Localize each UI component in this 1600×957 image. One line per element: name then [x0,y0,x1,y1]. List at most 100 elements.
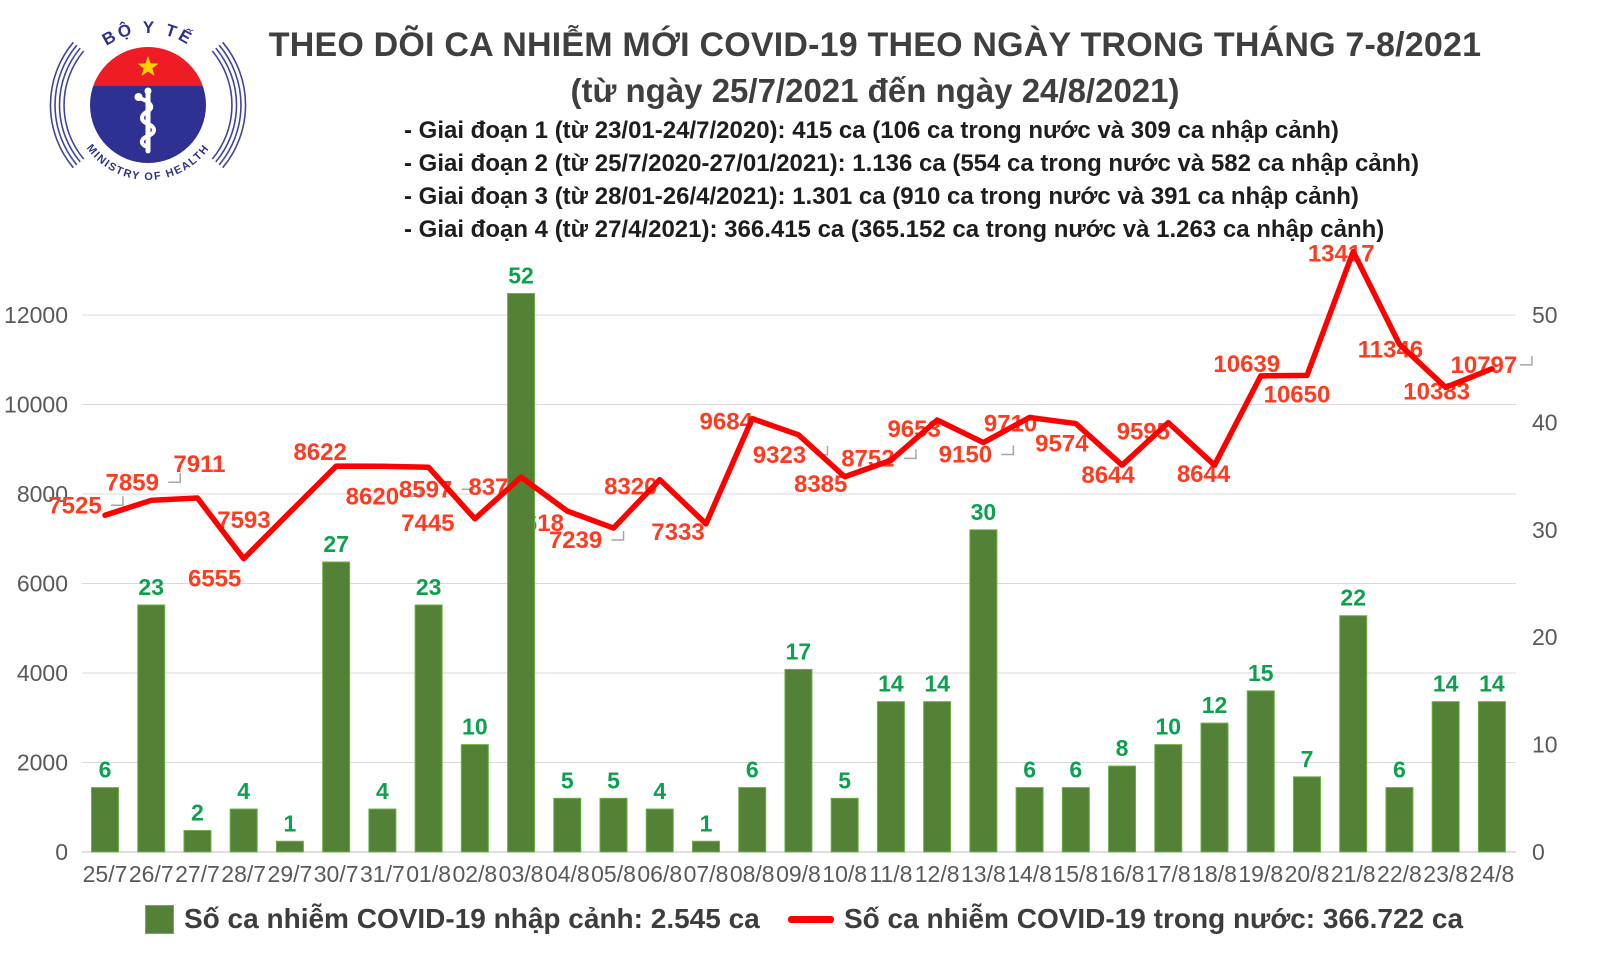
bar-14/8 [1015,787,1044,853]
x-axis-label-05/8: 05/8 [591,861,636,887]
x-axis-label-01/8: 01/8 [406,861,451,887]
x-axis-label-31/7: 31/7 [360,861,405,887]
bar-label-09/8: 17 [786,638,812,664]
x-axis-label-11/8: 11/8 [869,861,912,887]
x-axis-label-30/7: 30/7 [314,861,359,887]
x-axis-label-25/7: 25/7 [83,861,128,887]
line-label-29/7: 7593 [217,507,270,534]
bar-label-15/8: 6 [1069,757,1082,783]
bar-label-26/7: 23 [138,574,164,600]
bar-18/8 [1200,722,1229,853]
bar-22/8 [1385,787,1414,853]
phase-2-summary: - Giai đoạn 2 (từ 25/7/2020-27/01/2021):… [404,150,1419,177]
star-icon [137,56,159,76]
label-leader [408,487,422,498]
x-axis-label-29/7: 29/7 [268,861,313,887]
x-axis-label-14/8: 14/8 [1007,861,1052,887]
line-label-31/7: 8620 [346,483,399,510]
rod-of-asclepius-icon [134,87,156,154]
label-leader [1001,445,1015,456]
bar-label-10/8: 5 [838,767,851,793]
label-leader [461,480,475,491]
bar-label-07/8: 1 [700,810,713,836]
bar-28/7 [229,808,258,853]
label-leader [903,449,917,460]
line-label-30/7: 8622 [293,439,346,466]
bar-label-03/8: 52 [508,263,534,289]
bar-06/8 [645,808,674,853]
bar-label-14/8: 6 [1023,757,1036,783]
bar-label-01/8: 23 [416,574,442,600]
bar-21/8 [1339,615,1368,853]
left-axis-tick: 6000 [17,571,68,597]
x-axis-label-17/8: 17/8 [1146,861,1191,887]
bar-30/7 [322,561,351,853]
bar-25/7 [91,787,119,853]
right-axis-tick: 50 [1532,302,1558,328]
x-axis-label-04/8: 04/8 [545,861,590,887]
line-label-02/8: 7445 [401,510,454,537]
bar-12/8 [923,701,952,853]
x-axis-label-19/8: 19/8 [1238,861,1283,887]
line-label-18/8: 8644 [1177,461,1231,488]
right-axis-tick: 30 [1532,517,1558,543]
bar-label-31/7: 4 [376,778,389,804]
bar-26/7 [137,604,166,853]
left-axis-tick: 10000 [4,392,68,418]
bar-13/8 [969,529,998,853]
logo-wing-arcs [49,41,247,169]
line-label-27/7: 7911 [173,451,225,478]
x-axis-label-28/7: 28/7 [221,861,266,887]
x-axis-label-07/8: 07/8 [684,861,729,887]
line-label-25/7: 7525 [48,492,101,519]
page-title: THEO DÕI CA NHIỄM MỚI COVID-19 THEO NGÀY… [268,26,1482,64]
x-axis-label-21/8: 21/8 [1331,861,1376,887]
phase-1-summary: - Giai đoạn 1 (từ 23/01-24/7/2020): 415 … [404,117,1339,144]
left-axis-tick: 0 [55,839,68,865]
bar-label-08/8: 6 [746,757,759,783]
bar-label-02/8: 10 [462,714,488,740]
legend-domestic-label: Số ca nhiễm COVID-19 trong nước: 366.722… [844,903,1464,934]
x-axis-label-13/8: 13/8 [961,861,1006,887]
bar-label-12/8: 14 [924,671,950,697]
x-axis-label-15/8: 15/8 [1053,861,1098,887]
bar-label-05/8: 5 [607,767,620,793]
label-leader [168,473,181,484]
bar-label-30/7: 27 [323,531,349,557]
x-axis-label-24/8: 24/8 [1470,861,1515,887]
bar-27/7 [183,830,212,853]
bar-label-25/7: 6 [99,757,112,783]
line-label-15/8: 9574 [1035,431,1089,458]
bar-07/8 [691,840,720,853]
x-axis-label-16/8: 16/8 [1100,861,1145,887]
x-axis-label-26/7: 26/7 [129,861,174,887]
domestic-series-swatch-icon [788,915,834,923]
bar-03/8 [507,293,536,853]
x-axis-label-02/8: 02/8 [452,861,497,887]
x-axis-label-22/8: 22/8 [1377,861,1422,887]
line-label-01/8: 8597 [399,476,452,503]
bar-31/7 [368,808,397,853]
right-axis-tick: 20 [1532,624,1558,650]
bar-11/8 [876,701,905,853]
domestic-cases-line [102,248,1495,562]
x-axis-label-12/8: 12/8 [915,861,960,887]
line-label-28/7: 6555 [188,566,241,593]
bar-08/8 [738,787,767,853]
bar-label-20/8: 7 [1301,746,1314,772]
line-label-20/8: 10650 [1264,381,1331,408]
line-label-05/8: 7239 [549,527,602,554]
x-axis-label-09/8: 09/8 [776,861,821,887]
left-axis-tick: 2000 [17,750,68,776]
legend-imported: Số ca nhiễm COVID-19 nhập cảnh: 2.545 ca [145,903,760,935]
bar-label-17/8: 10 [1155,714,1181,740]
imported-series-swatch-icon [145,904,174,934]
label-leader [111,496,124,507]
line-label-14/8: 9710 [984,410,1037,437]
legend-imported-label: Số ca nhiễm COVID-19 nhập cảnh: 2.545 ca [184,903,760,934]
left-axis-tick: 12000 [4,302,68,328]
legend-domestic: Số ca nhiễm COVID-19 trong nước: 366.722… [788,903,1463,935]
right-axis-tick: 10 [1532,732,1558,758]
bar-20/8 [1292,776,1321,853]
